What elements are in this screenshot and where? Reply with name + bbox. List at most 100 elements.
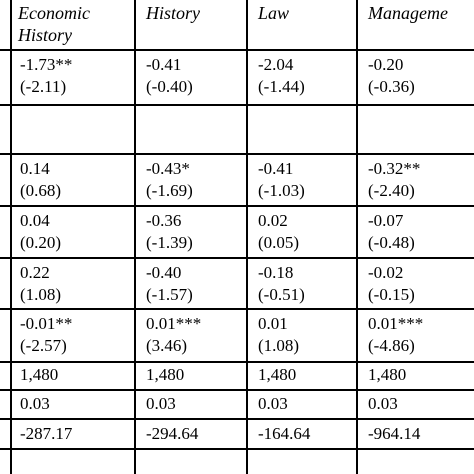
table-cell: -0.18 (-0.51) bbox=[258, 262, 305, 306]
row-divider bbox=[0, 257, 474, 259]
header-line: History bbox=[18, 25, 72, 45]
stat-value: 0.03 bbox=[146, 394, 176, 413]
t-stat: (-0.48) bbox=[368, 233, 415, 252]
row-divider bbox=[0, 418, 474, 420]
stat-value: 1,480 bbox=[258, 365, 297, 384]
table-cell: 0.03 bbox=[146, 393, 176, 415]
coefficient: 0.04 bbox=[20, 211, 50, 230]
coefficient: -1.73** bbox=[20, 55, 73, 74]
table-cell: 0.22 (1.08) bbox=[20, 262, 61, 306]
t-stat: (0.20) bbox=[20, 233, 62, 252]
t-stat: (-2.40) bbox=[368, 181, 415, 200]
table-cell: 1,480 bbox=[20, 364, 58, 386]
header-line: Economic bbox=[18, 3, 90, 23]
table-cell: -287.17 bbox=[20, 423, 72, 445]
t-stat: (1.08) bbox=[20, 285, 62, 304]
coefficient: -2.04 bbox=[258, 55, 294, 74]
coefficient: -0.41 bbox=[146, 55, 182, 74]
table-cell: -964.14 bbox=[368, 423, 420, 445]
column-header-history: History bbox=[146, 2, 200, 24]
column-divider bbox=[356, 0, 358, 474]
table-cell: -0.43* (-1.69) bbox=[146, 158, 193, 202]
column-header-management: Manageme bbox=[368, 2, 448, 24]
table-cell: -0.20 (-0.36) bbox=[368, 54, 415, 98]
table-cell: 1,480 bbox=[146, 364, 184, 386]
table-cell: 0.01*** (-4.86) bbox=[368, 313, 423, 357]
table-cell: 1,480 bbox=[258, 364, 296, 386]
table-cell: 0.01 (1.08) bbox=[258, 313, 299, 357]
table-cell: 0.01*** (3.46) bbox=[146, 313, 201, 357]
coefficient: -0.20 bbox=[368, 55, 404, 74]
column-divider bbox=[134, 0, 136, 474]
stat-value: 0.03 bbox=[20, 394, 50, 413]
table-cell: 0.03 bbox=[258, 393, 288, 415]
stat-value: -164.64 bbox=[258, 424, 311, 443]
coefficient: 0.14 bbox=[20, 159, 50, 178]
coefficient: -0.18 bbox=[258, 263, 294, 282]
t-stat: (-0.15) bbox=[368, 285, 415, 304]
coefficient: 0.02 bbox=[258, 211, 288, 230]
header-line: Manageme bbox=[368, 3, 448, 23]
row-divider bbox=[0, 389, 474, 391]
coefficient: -0.07 bbox=[368, 211, 404, 230]
t-stat: (-1.03) bbox=[258, 181, 305, 200]
t-stat: (-0.40) bbox=[146, 77, 193, 96]
coefficient: 0.01 bbox=[258, 314, 288, 333]
header-line: History bbox=[146, 3, 200, 23]
t-stat: (-2.11) bbox=[20, 77, 67, 96]
table-cell: -0.41 (-0.40) bbox=[146, 54, 193, 98]
table-cell: -294.64 bbox=[146, 423, 198, 445]
stat-value: -294.64 bbox=[146, 424, 199, 443]
column-divider bbox=[246, 0, 248, 474]
stat-value: 0.03 bbox=[368, 394, 398, 413]
stat-value: -964.14 bbox=[368, 424, 421, 443]
column-header-law: Law bbox=[258, 2, 289, 24]
t-stat: (-1.57) bbox=[146, 285, 193, 304]
t-stat: (3.46) bbox=[146, 336, 188, 355]
table-cell: 0.04 (0.20) bbox=[20, 210, 61, 254]
t-stat: (0.05) bbox=[258, 233, 300, 252]
table-cell: 0.03 bbox=[368, 393, 398, 415]
t-stat: (-2.57) bbox=[20, 336, 67, 355]
row-divider bbox=[0, 153, 474, 155]
t-stat: (1.08) bbox=[258, 336, 300, 355]
table-cell: 1,480 bbox=[368, 364, 406, 386]
stat-value: 1,480 bbox=[20, 365, 59, 384]
coefficient: -0.36 bbox=[146, 211, 182, 230]
column-divider bbox=[10, 0, 12, 474]
row-divider bbox=[0, 308, 474, 310]
stat-value: 0.03 bbox=[258, 394, 288, 413]
table-cell: -0.32** (-2.40) bbox=[368, 158, 420, 202]
table-cell: 0.03 bbox=[20, 393, 50, 415]
coefficient: -0.02 bbox=[368, 263, 404, 282]
table-cell: -0.40 (-1.57) bbox=[146, 262, 193, 306]
table-cell: -164.64 bbox=[258, 423, 310, 445]
table-cell: 0.14 (0.68) bbox=[20, 158, 61, 202]
row-divider bbox=[0, 361, 474, 363]
t-stat: (-1.44) bbox=[258, 77, 305, 96]
coefficient: -0.43* bbox=[146, 159, 190, 178]
table-cell: -0.01** (-2.57) bbox=[20, 313, 72, 357]
table-cell: -2.04 (-1.44) bbox=[258, 54, 305, 98]
stat-value: 1,480 bbox=[368, 365, 407, 384]
coefficient: -0.01** bbox=[20, 314, 73, 333]
row-divider bbox=[0, 49, 474, 51]
table-cell: 0.02 (0.05) bbox=[258, 210, 299, 254]
coefficient: 0.22 bbox=[20, 263, 50, 282]
table-cell: -0.41 (-1.03) bbox=[258, 158, 305, 202]
t-stat: (-0.36) bbox=[368, 77, 415, 96]
row-divider bbox=[0, 205, 474, 207]
coefficient: -0.41 bbox=[258, 159, 294, 178]
table-cell: -0.02 (-0.15) bbox=[368, 262, 415, 306]
row-divider bbox=[0, 104, 474, 106]
t-stat: (-0.51) bbox=[258, 285, 305, 304]
table-cell: -0.07 (-0.48) bbox=[368, 210, 415, 254]
row-divider bbox=[0, 448, 474, 450]
header-line: Law bbox=[258, 3, 290, 23]
stat-value: -287.17 bbox=[20, 424, 73, 443]
t-stat: (-1.39) bbox=[146, 233, 193, 252]
column-header-economic-history: Economic History bbox=[18, 2, 90, 46]
t-stat: (-1.69) bbox=[146, 181, 193, 200]
t-stat: (0.68) bbox=[20, 181, 62, 200]
